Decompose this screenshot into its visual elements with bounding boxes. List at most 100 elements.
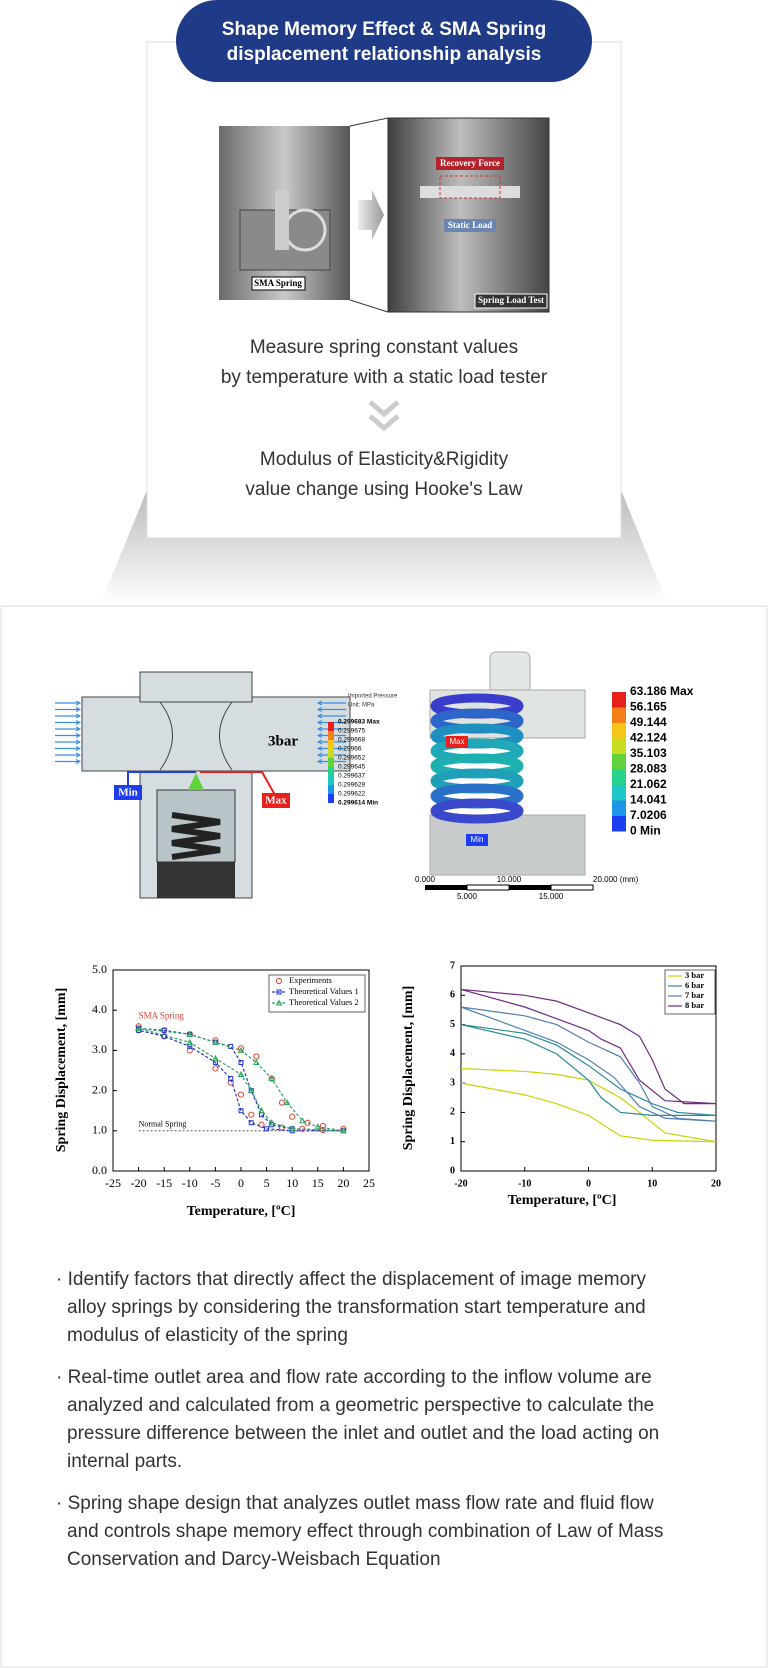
photo-test: [387, 117, 550, 313]
arrow-head: [75, 720, 82, 725]
marker: [237, 1070, 245, 1078]
y-tick-label: 2: [450, 1107, 455, 1118]
marker: [264, 1126, 270, 1132]
legend-swatch: [328, 767, 334, 776]
arrow-head: [316, 707, 323, 712]
label-box: [466, 834, 488, 846]
legend-label: 14.041: [630, 793, 667, 807]
series-line: [460, 1023, 717, 1116]
legend-label: 7 bar: [685, 990, 704, 1000]
legend-box: [664, 969, 716, 1015]
legend-label: 0.29966: [338, 746, 362, 753]
annotation: SMA Spring: [139, 1010, 185, 1020]
title-pill: [176, 0, 592, 82]
arrow-head: [75, 733, 82, 738]
notes: · Identify factors that directly affect …: [56, 1266, 686, 1588]
process-text: Measure spring constant values: [250, 337, 518, 358]
x-tick-label: 20: [337, 1176, 349, 1190]
series-line: [460, 1067, 717, 1143]
marker: [237, 1091, 245, 1098]
legend-label: 49.144: [630, 715, 667, 729]
legend-label: Theoretical Values 2: [289, 997, 359, 1007]
legend-marker: [276, 989, 282, 995]
marker: [268, 1075, 276, 1082]
legend-label: 0.299668: [338, 737, 365, 744]
marker: [186, 1030, 194, 1037]
arrow-head: [316, 746, 323, 751]
label-box: [114, 785, 142, 800]
photo-label: Static Load: [448, 220, 492, 230]
chevron: [368, 400, 400, 418]
process-text: value change using Hooke's Law: [245, 479, 522, 500]
marker: [248, 1120, 254, 1126]
marker: [258, 1121, 265, 1128]
marker: [186, 1047, 193, 1054]
coil: [430, 798, 524, 824]
legend-swatch: [612, 800, 626, 816]
legend-label: 42.124: [630, 731, 667, 745]
sim-block: [139, 671, 253, 703]
sim-spring: [171, 812, 221, 860]
y-axis-label: Spring Displacement, [mm]: [54, 988, 69, 1153]
legend-label: 0.299629: [338, 782, 365, 789]
arrow-head: [75, 752, 82, 758]
pointer: [200, 771, 276, 796]
zoom-line: [349, 299, 389, 313]
label-box: [446, 736, 468, 748]
pressure-label: 3bar: [268, 733, 298, 749]
marker: [237, 1046, 245, 1053]
arrow-head: [75, 746, 82, 751]
arrow-head: [75, 707, 82, 712]
x-axis-label: Temperature, [ºC]: [508, 1193, 617, 1208]
sim-throat: [159, 701, 233, 771]
legend-swatch: [328, 785, 334, 794]
y-tick-label: 4: [450, 1048, 455, 1059]
legend-swatch: [328, 749, 334, 758]
y-tick-label: 0: [450, 1165, 455, 1176]
note: · Identify factors that directly affect …: [56, 1269, 646, 1346]
photo-label: Spring Load Test: [478, 295, 544, 305]
y-tick-label: 0.0: [92, 1163, 107, 1177]
arrow-head: [316, 726, 323, 732]
arrow-head: [316, 700, 323, 706]
legend-label: Experiments: [289, 975, 332, 985]
legend-swatch: [328, 758, 334, 767]
marker: [340, 1127, 347, 1134]
marker: [299, 1117, 306, 1124]
legend-label: 0.299614 Min: [338, 800, 378, 807]
legend-swatch: [328, 794, 334, 803]
y-tick-label: 1.0: [92, 1123, 107, 1137]
legend-swatch: [328, 740, 334, 749]
legend-label: 28.083: [630, 762, 667, 776]
legend-label: 8 bar: [685, 1000, 704, 1010]
arrow-head: [316, 759, 323, 764]
legend-title: Imported Pressure: [348, 694, 398, 700]
scale-bar: [550, 884, 594, 891]
y-tick-label: 2.0: [92, 1082, 107, 1096]
x-tick-label: -10: [518, 1178, 531, 1189]
scale-label: 5.000: [457, 892, 478, 901]
x-tick-label: 5: [264, 1176, 270, 1190]
photo-label: SMA Spring: [254, 278, 302, 288]
marker: [278, 1099, 286, 1106]
x-tick-label: 15: [312, 1176, 324, 1190]
marker: [212, 1037, 219, 1044]
legend-swatch: [612, 769, 626, 785]
x-tick-label: 20: [711, 1178, 721, 1189]
marker: [268, 1119, 276, 1126]
y-tick-label: 6: [450, 990, 455, 1001]
marker: [238, 1108, 244, 1114]
marker: [258, 1107, 265, 1114]
note: · Real-time outlet area and flow rate ac…: [56, 1367, 660, 1472]
label-box: [436, 157, 504, 170]
marker: [253, 1058, 260, 1065]
y-axis-label: Spring Displacement, [mm]: [401, 986, 416, 1151]
x-tick-label: 25: [363, 1176, 375, 1190]
marker: [289, 1113, 296, 1120]
photo-part: [420, 186, 520, 198]
marker: [212, 1054, 219, 1061]
marker: [212, 1065, 219, 1072]
legend-label: 7.0206: [630, 808, 667, 822]
sim-base: [157, 862, 235, 898]
photo-part: [275, 190, 289, 250]
